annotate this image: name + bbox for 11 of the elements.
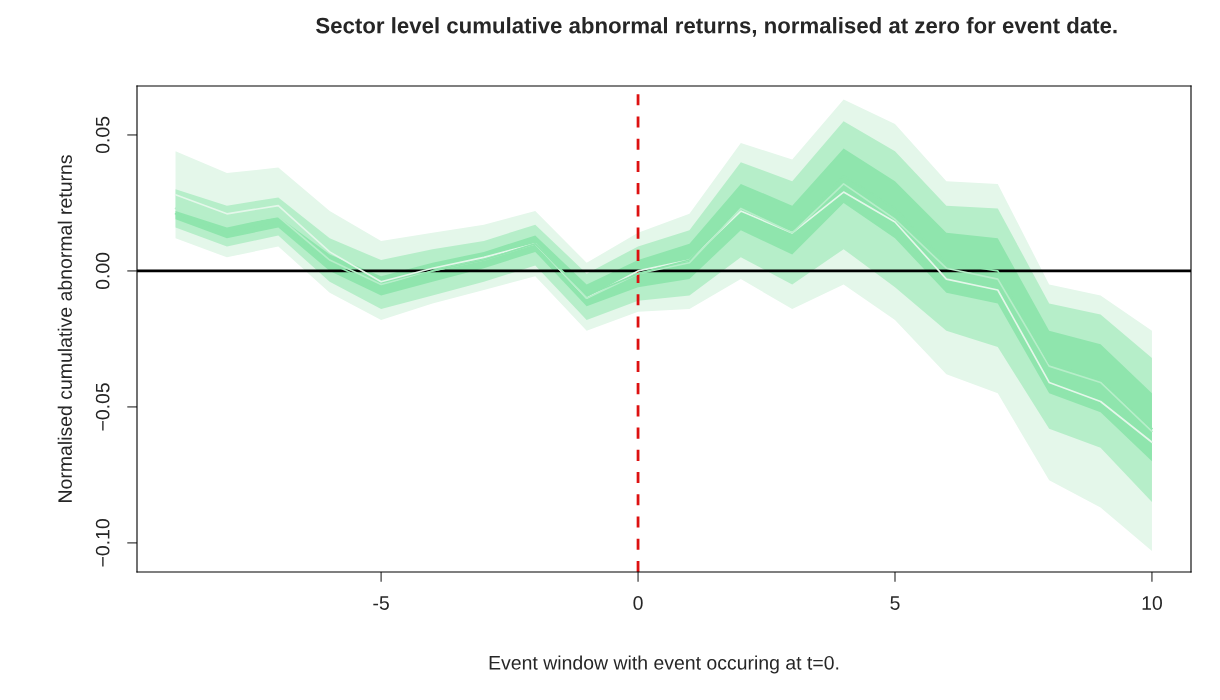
y-tick-label: −0.10 bbox=[95, 519, 110, 567]
x-tick-label: 0 bbox=[633, 596, 643, 610]
x-tick-label: -5 bbox=[373, 596, 389, 610]
x-axis-title: Event window with event occuring at t=0. bbox=[489, 655, 839, 674]
y-tick-label: −0.05 bbox=[95, 383, 110, 431]
y-tick-label: 0.00 bbox=[95, 252, 110, 290]
chart-title: Sector level cumulative abnormal returns, normalised at zero for event date. bbox=[316, 17, 1117, 37]
y-tick-label: 0.05 bbox=[95, 116, 110, 154]
x-tick-label: 5 bbox=[890, 596, 900, 610]
y-axis-title: Normalised cumulative abnormal returns bbox=[57, 155, 72, 502]
x-tick-label: 10 bbox=[1142, 596, 1162, 610]
